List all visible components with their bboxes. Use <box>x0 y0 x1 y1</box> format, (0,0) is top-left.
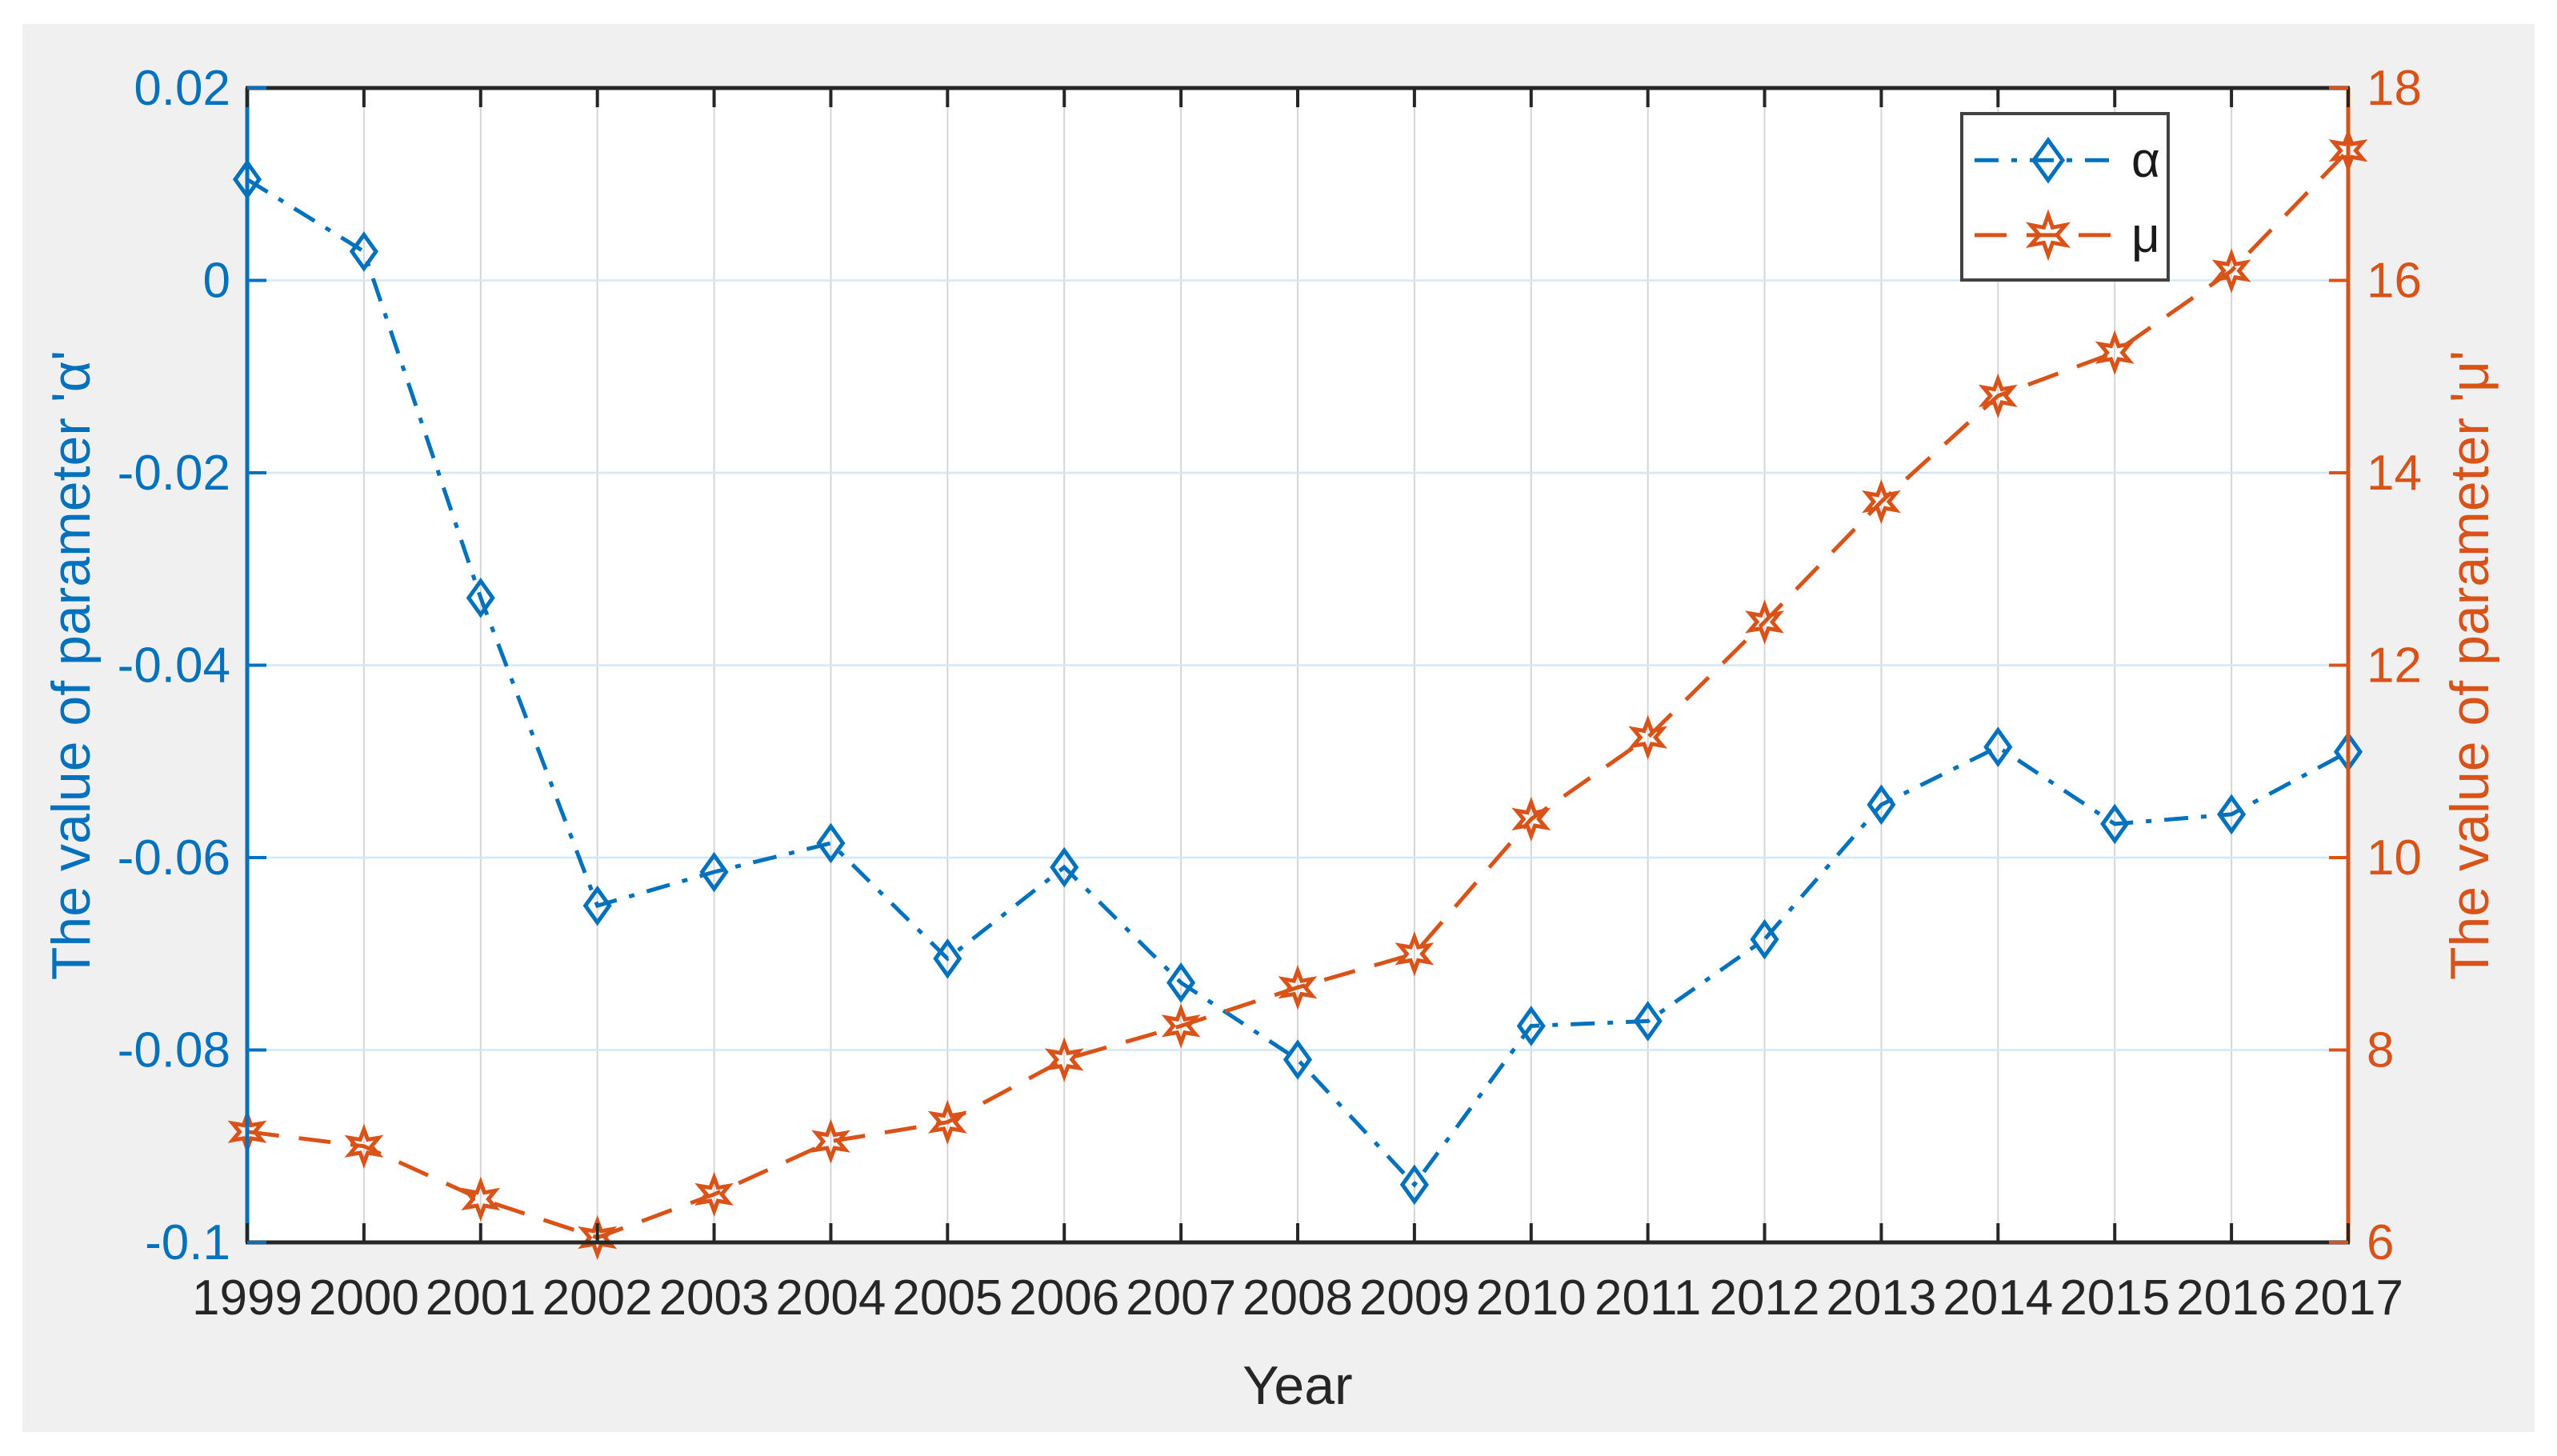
x-tick-label: 2013 <box>1826 1270 1936 1326</box>
axes <box>245 86 2351 1245</box>
mu-marker <box>1745 599 1784 645</box>
mu-marker <box>1862 478 1901 525</box>
legend-marker <box>2025 209 2071 262</box>
legend-box <box>1960 112 2170 282</box>
left-tick-label: -0.1 <box>145 1215 230 1270</box>
mu-marker <box>1161 1003 1201 1049</box>
x-axis-title: Year <box>1242 1355 1352 1416</box>
x-tick-label: 2012 <box>1710 1270 1820 1326</box>
legend-entry-label: μ <box>2131 208 2160 263</box>
mu-marker <box>1628 714 1668 760</box>
mu-marker <box>927 1099 967 1145</box>
x-tick-label: 2004 <box>775 1270 886 1326</box>
alpha-line <box>246 178 2350 1188</box>
alpha-marker <box>933 938 962 979</box>
mu-marker <box>2211 248 2251 294</box>
alpha-marker <box>582 885 612 926</box>
x-tick-label: 2010 <box>1476 1270 1587 1326</box>
alpha-marker <box>1983 726 2013 768</box>
right-tick-label: 18 <box>2367 61 2422 116</box>
x-tick-label: 1999 <box>192 1270 302 1326</box>
left-tick-label: 0.02 <box>134 61 230 116</box>
alpha-marker <box>2217 794 2247 835</box>
right-axis-title: The value of parameter 'μ' <box>2439 350 2500 980</box>
mu-marker <box>578 1214 618 1261</box>
mu-marker <box>811 1118 850 1164</box>
mu-marker <box>2095 330 2135 375</box>
alpha-marker <box>1166 962 1196 1003</box>
right-tick-label: 14 <box>2367 446 2422 501</box>
alpha-marker <box>1750 918 1779 960</box>
x-tick-label: 2016 <box>2176 1270 2287 1326</box>
mu-marker <box>1511 796 1551 842</box>
left-tick-label: -0.08 <box>118 1023 230 1078</box>
alpha-marker <box>466 578 495 618</box>
x-tick-label: 2011 <box>1595 1270 1701 1326</box>
alpha-marker <box>1050 846 1079 888</box>
x-tick-label: 2007 <box>1126 1270 1236 1326</box>
alpha-marker <box>1283 1039 1313 1080</box>
x-tick-label: 2000 <box>309 1270 419 1326</box>
x-tick-label: 2005 <box>892 1270 1002 1326</box>
alpha-series <box>232 158 2363 1206</box>
right-tick-label: 12 <box>2367 638 2422 694</box>
right-tick-label: 6 <box>2367 1215 2394 1270</box>
alpha-marker <box>699 851 729 893</box>
legend-entry-label: α <box>2131 133 2160 188</box>
alpha-marker <box>1516 1006 1546 1046</box>
left-axis-title: The value of parameter 'α' <box>41 350 102 980</box>
alpha-marker <box>1399 1164 1429 1206</box>
alpha-marker <box>349 231 378 272</box>
mu-marker <box>1278 965 1318 1010</box>
alpha-marker <box>1633 1001 1663 1042</box>
x-tick-label: 2015 <box>2059 1270 2170 1326</box>
gridlines <box>247 88 2348 1242</box>
mu-marker <box>1044 1037 1084 1082</box>
mu-marker <box>694 1171 734 1218</box>
legend-marker <box>2031 136 2066 184</box>
alpha-marker <box>1867 784 1896 826</box>
tick-labels: 1999 2000 2001 2002 2003 2004 2005 2006 2007 2008… <box>118 61 2422 1326</box>
left-tick-label: -0.04 <box>118 638 230 694</box>
right-tick-label: 8 <box>2367 1023 2394 1078</box>
x-tick-label: 2002 <box>542 1270 653 1326</box>
alpha-marker <box>816 822 846 864</box>
legend: αμ <box>1960 112 2170 282</box>
alpha-marker <box>2100 803 2130 845</box>
right-tick-label: 10 <box>2367 830 2422 886</box>
left-tick-label: -0.06 <box>118 830 230 886</box>
x-tick-label: 2006 <box>1009 1270 1119 1326</box>
left-tick-label: -0.02 <box>118 446 230 501</box>
mu-marker <box>1395 931 1435 977</box>
right-tick-label: 16 <box>2367 254 2422 309</box>
left-tick-label: 0 <box>203 254 230 309</box>
mu-marker <box>1978 373 2018 418</box>
x-tick-label: 2001 <box>426 1270 536 1326</box>
mu-marker <box>461 1176 501 1222</box>
x-tick-label: 2008 <box>1242 1270 1353 1326</box>
mu-marker <box>344 1123 384 1169</box>
x-tick-label: 2003 <box>659 1270 770 1326</box>
x-tick-label: 2014 <box>1943 1270 2053 1326</box>
x-tick-label: 2009 <box>1359 1270 1470 1326</box>
x-tick-label: 2017 <box>2293 1270 2403 1326</box>
